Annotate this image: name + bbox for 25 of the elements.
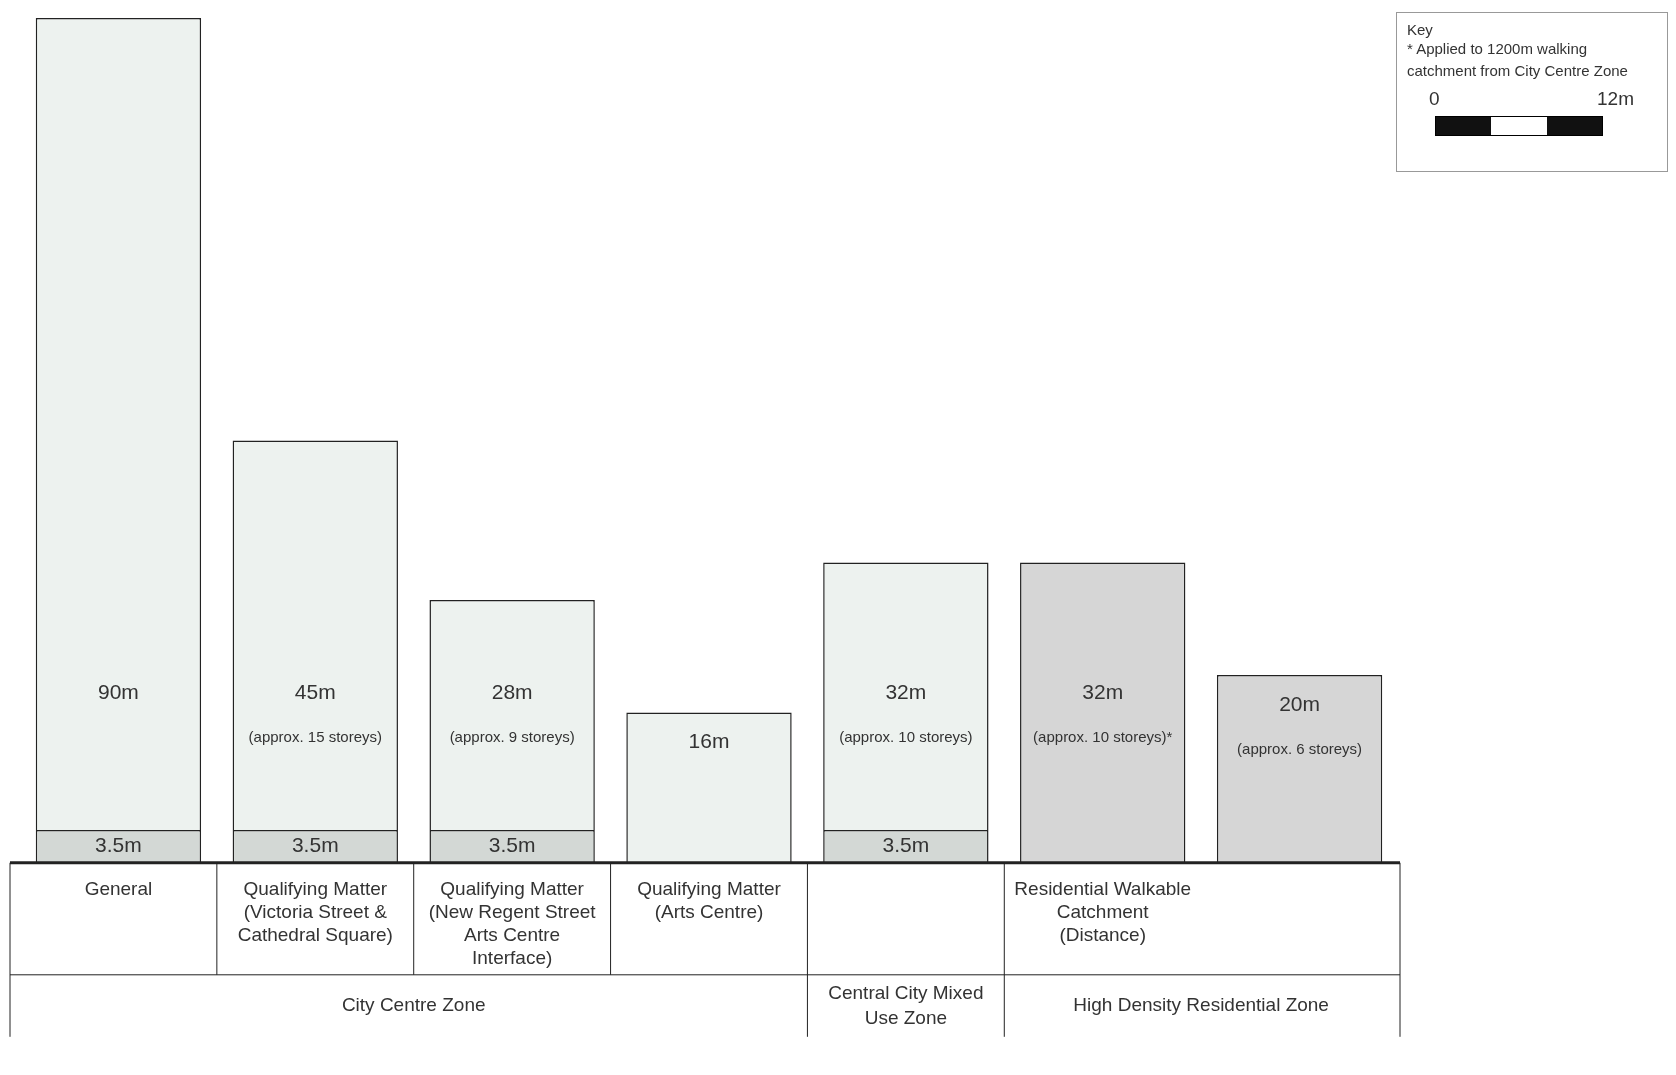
key-panel: Key * Applied to 1200m walking catchment from City Centre Zone 0 12m: [1396, 12, 1668, 172]
x-tick-label: Qualifying Matter (Arts Centre): [637, 878, 782, 923]
annotation: (approx. 15 storeys): [248, 727, 382, 745]
text: Central City Mixed Use Zone: [828, 981, 984, 1028]
total-label: 90m: [98, 679, 139, 703]
total-label: 45m: [294, 679, 336, 703]
data-label: 3.5m: [488, 833, 536, 857]
x-tick-label: General: [84, 878, 153, 900]
total-label: 16m: [688, 729, 730, 753]
annotation: (approx. 6 storeys): [1237, 740, 1363, 758]
data-label: 3.5m: [95, 833, 142, 857]
data-label: 3.5m: [291, 833, 339, 857]
text: High Density Residential Zone: [1073, 994, 1329, 1016]
annotation: (approx. 10 storeys): [839, 727, 973, 745]
total-label: 20m: [1279, 691, 1320, 715]
data-label: 3.5m: [882, 833, 930, 857]
total-label: 32m: [1082, 679, 1124, 703]
x-tick-label: Residential Walkable Catchment (Distance): [1014, 878, 1192, 946]
x-tick-label: Qualifying Matter (Victoria Street & Cathedral Square): [237, 878, 393, 946]
total-label: 32m: [885, 679, 927, 703]
text: City Centre Zone: [341, 994, 486, 1016]
annotation: (approx. 9 storeys): [449, 727, 575, 745]
total-label: 28m: [491, 679, 533, 703]
x-tick-label: Qualifying Matter (New Regent Street Arts Centre Interface): [428, 878, 597, 968]
annotation: (approx. 10 storeys)*: [1033, 727, 1173, 745]
